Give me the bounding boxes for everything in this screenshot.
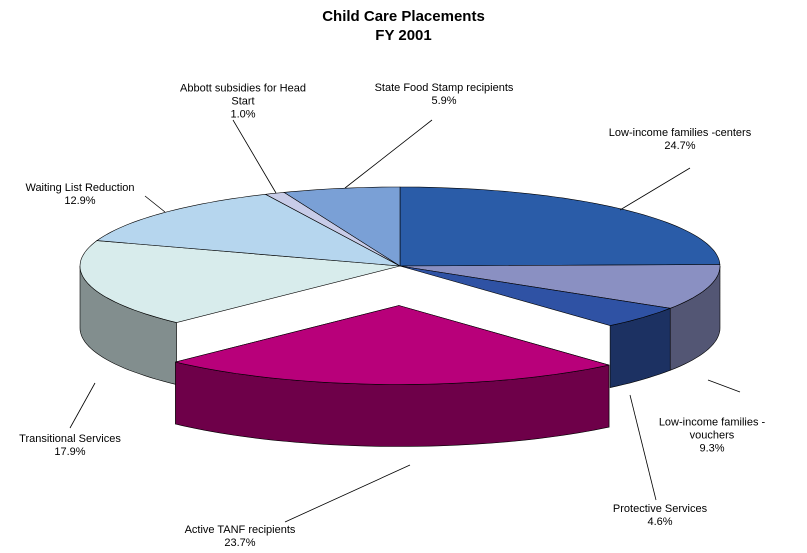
category-label: State Food Stamp recipients [374,82,514,94]
leader-line [619,167,691,211]
value-label: 4.6% [647,516,673,528]
leader-line [344,119,433,189]
slice [399,264,721,309]
slice [283,186,401,267]
value-label: 24.7% [664,140,696,152]
leader-line [629,394,657,501]
category-label: Transitional Services [19,433,121,445]
leader-line [144,195,166,213]
category-label: Protective Services [612,503,708,515]
slice [399,265,672,326]
slice [399,186,721,267]
slice [96,193,401,267]
category-label: Waiting List Reduction [25,182,135,194]
leader-line [69,382,96,429]
leader-line [707,379,741,393]
slice [79,240,401,323]
leader-line [232,119,277,194]
value-label: 17.9% [54,446,86,458]
slice-label: State Food Stamp recipients 5.9% [359,82,529,108]
category-label: Low-income families -centers [608,127,752,139]
value-label: 9.3% [699,442,725,455]
slice-label: Low-income families - vouchers 9.3% [652,417,772,456]
slice-label: Protective Services 4.6% [595,503,725,529]
leader-line [284,464,411,523]
slice [175,305,610,385]
value-label: 23.7% [224,537,256,549]
value-label: 1.0% [230,108,256,121]
slice-label: Transitional Services 17.9% [5,433,135,459]
category-label: Active TANF recipients [184,524,296,536]
chart-subtitle: FY 2001 [375,27,432,44]
value-label: 5.9% [431,95,457,107]
slice-label: Waiting List Reduction 12.9% [5,182,155,208]
slice-label: Low-income families -centers 24.7% [595,127,765,153]
slice-label: Active TANF recipients 23.7% [160,524,320,550]
category-label: Abbott subsidies for Head Start [180,82,306,108]
value-label: 12.9% [64,195,96,207]
slice-label: Abbott subsidies for Head Start 1.0% [168,83,318,122]
category-label: Low-income families - vouchers [658,416,766,442]
chart-title: Child Care Placements [322,8,485,25]
